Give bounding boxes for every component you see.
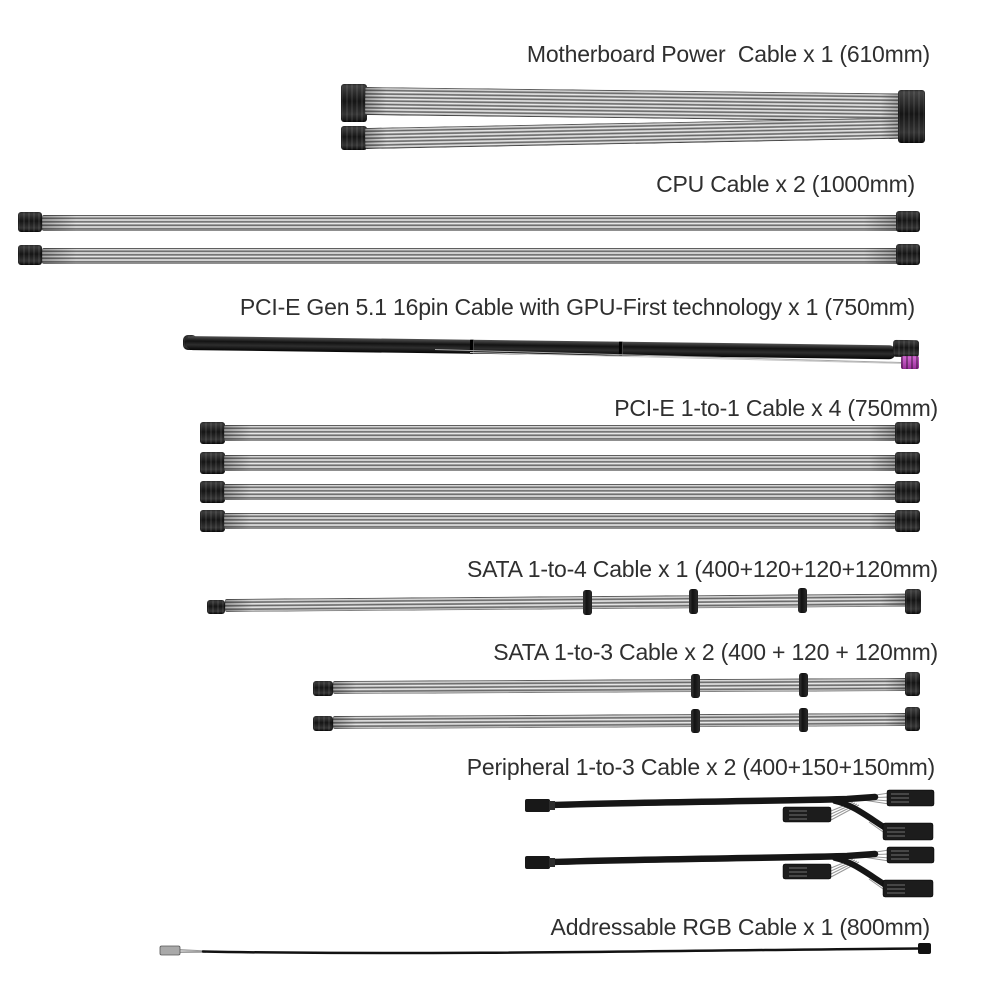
peripheral-left-connector (525, 799, 550, 812)
pcie-cable1-left-connector (200, 422, 225, 444)
sata4-connector-clip (583, 590, 592, 615)
label-addressable-rgb-cable: Addressable RGB Cable x 1 (800mm) (550, 914, 931, 940)
wire-strands (178, 949, 207, 953)
sata3-cable2-end-connector (905, 707, 920, 731)
pcie-gen5-sleeved-cable (185, 336, 897, 360)
pcie-cable2-ribbon (224, 455, 896, 471)
argb-right-connector (918, 943, 931, 954)
sata3-cable1-connector-clip (799, 673, 808, 697)
molex-pin-lines (789, 793, 909, 837)
pcie-cable4-right-connector (895, 510, 920, 532)
sata4-connector-clip (689, 589, 698, 614)
pcie-cable4-ribbon (224, 513, 896, 529)
cpu-cable2-ribbon (42, 248, 898, 264)
pcie-cable3-right-connector (895, 481, 920, 503)
peripheral-branch-cable (832, 855, 890, 889)
peripheral-branch-cable (832, 798, 890, 832)
peripheral-cable1-graphic (525, 789, 935, 841)
argb-cable-wire (201, 947, 922, 955)
pcie-cable1-right-connector (895, 422, 920, 444)
peripheral-left-connector (525, 856, 550, 869)
sata3-cable2-connector-clip (799, 708, 808, 732)
sata3-cable2-connector-clip (691, 709, 700, 733)
label-cpu-cable: CPU Cable x 2 (1000mm) (656, 171, 915, 197)
motherboard-cable-left-connector-bottom (341, 126, 367, 150)
motherboard-cable-left-connector-top (341, 84, 367, 122)
sata4-left-connector (207, 600, 225, 614)
sata4-end-connector (905, 589, 921, 614)
argb-left-connector (159, 945, 181, 956)
label-pcie-1to1-cable: PCI-E 1-to-1 Cable x 4 (750mm) (614, 395, 938, 421)
pcie-cable1-ribbon (224, 425, 896, 441)
sata3-cable2-left-connector (313, 716, 333, 731)
cpu-cable1-ribbon (42, 215, 898, 231)
peripheral-main-cable (547, 793, 879, 809)
motherboard-cable-ribbon-top (364, 87, 903, 122)
label-motherboard-power-cable: Motherboard Power Cable x 1 (610mm) (526, 41, 930, 67)
motherboard-cable-24pin-connector (898, 90, 925, 143)
peripheral-left-connector-collar (549, 801, 555, 810)
label-sata-1to4-cable: SATA 1-to-4 Cable x 1 (400+120+120+120mm… (466, 556, 938, 582)
sata3-cable1-ribbon (332, 677, 909, 694)
label-pcie-gen5-16pin-cable: PCI-E Gen 5.1 16pin Cable with GPU-First… (239, 294, 915, 320)
peripheral-main-cable (547, 850, 879, 866)
argb-cable-graphic (159, 943, 931, 956)
label-peripheral-1to3-cable: Peripheral 1-to-3 Cable x 2 (400+150+150… (466, 754, 935, 780)
pcie-cable2-right-connector (895, 452, 920, 474)
sata3-cable2-ribbon (332, 712, 909, 729)
pcie-cable3-left-connector (200, 481, 225, 503)
pcie-gen5-16pin-connector (892, 339, 920, 358)
molex-pin-lines (789, 850, 909, 894)
pcie-cable2-left-connector (200, 452, 225, 474)
cpu-cable2-right-connector (896, 244, 920, 265)
pcie-cable3-ribbon (224, 484, 896, 500)
motherboard-cable-ribbon-bottom (364, 117, 903, 149)
pcie-cable4-left-connector (200, 510, 225, 532)
label-sata-1to3-cable: SATA 1-to-3 Cable x 2 (400 + 120 + 120mm… (493, 639, 938, 665)
peripheral-cable2-graphic (525, 846, 935, 898)
pcie-gen5-sense-connector-magenta (901, 356, 919, 369)
sata3-cable1-left-connector (313, 681, 333, 696)
cpu-cable1-left-connector (18, 212, 42, 232)
sata4-connector-clip (798, 588, 807, 613)
peripheral-left-connector-collar (549, 858, 555, 867)
cpu-cable1-right-connector (896, 211, 920, 232)
sata3-cable1-connector-clip (691, 674, 700, 698)
sata3-cable1-end-connector (905, 672, 920, 696)
cpu-cable2-left-connector (18, 245, 42, 265)
